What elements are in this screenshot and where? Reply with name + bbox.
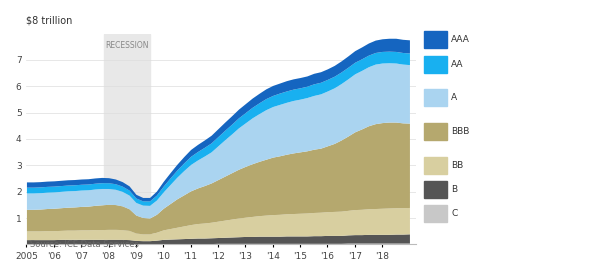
Bar <box>104 33 149 244</box>
Text: Source: ICE Data Services: Source: ICE Data Services <box>31 240 139 249</box>
Text: AAA: AAA <box>451 35 470 44</box>
Text: BB: BB <box>451 161 464 170</box>
Text: A: A <box>451 93 457 102</box>
Bar <box>424 89 448 106</box>
Text: $8 trillion: $8 trillion <box>26 15 73 25</box>
Bar <box>424 157 448 174</box>
Bar <box>424 181 448 198</box>
Text: RECESSION: RECESSION <box>105 41 148 50</box>
Bar <box>424 123 448 140</box>
Bar <box>424 31 448 48</box>
Text: C: C <box>451 209 458 218</box>
Bar <box>424 205 448 222</box>
Text: BBB: BBB <box>451 127 470 136</box>
Text: B: B <box>451 185 457 194</box>
Text: AA: AA <box>451 60 464 68</box>
Bar <box>424 56 448 73</box>
